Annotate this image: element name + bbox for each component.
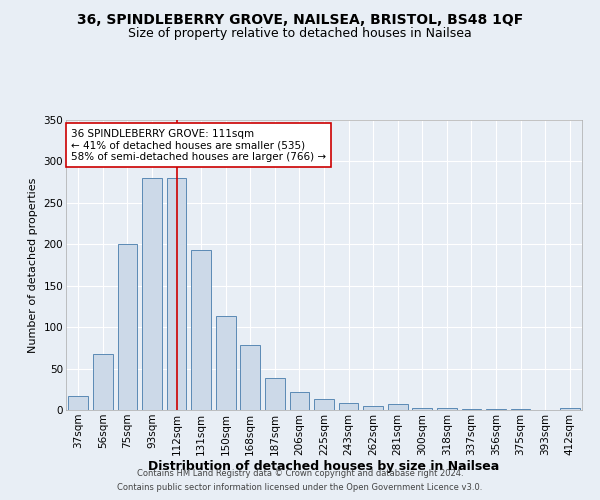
Bar [511, 409, 530, 410]
Bar [241, 346, 260, 410]
Bar [68, 396, 88, 410]
Bar [364, 406, 383, 410]
Bar [142, 178, 162, 410]
Text: Contains HM Land Registry data © Crown copyright and database right 2024.: Contains HM Land Registry data © Crown c… [137, 468, 463, 477]
Text: 36, SPINDLEBERRY GROVE, NAILSEA, BRISTOL, BS48 1QF: 36, SPINDLEBERRY GROVE, NAILSEA, BRISTOL… [77, 12, 523, 26]
Bar [290, 392, 309, 410]
X-axis label: Distribution of detached houses by size in Nailsea: Distribution of detached houses by size … [148, 460, 500, 473]
Bar [388, 404, 407, 410]
Bar [191, 250, 211, 410]
Bar [265, 378, 284, 410]
Bar [314, 399, 334, 410]
Y-axis label: Number of detached properties: Number of detached properties [28, 178, 38, 352]
Text: Size of property relative to detached houses in Nailsea: Size of property relative to detached ho… [128, 28, 472, 40]
Bar [118, 244, 137, 410]
Text: 36 SPINDLEBERRY GROVE: 111sqm
← 41% of detached houses are smaller (535)
58% of : 36 SPINDLEBERRY GROVE: 111sqm ← 41% of d… [71, 128, 326, 162]
Text: Contains public sector information licensed under the Open Government Licence v3: Contains public sector information licen… [118, 484, 482, 492]
Bar [339, 404, 358, 410]
Bar [461, 409, 481, 410]
Bar [167, 178, 187, 410]
Bar [486, 409, 506, 410]
Bar [93, 354, 113, 410]
Bar [560, 408, 580, 410]
Bar [437, 408, 457, 410]
Bar [216, 316, 236, 410]
Bar [412, 408, 432, 410]
